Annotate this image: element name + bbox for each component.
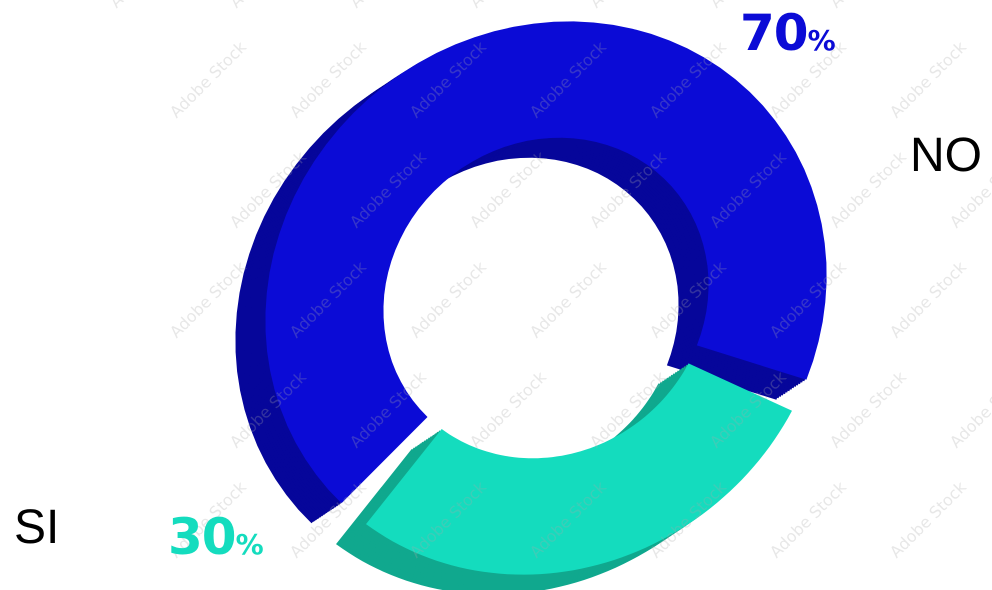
value-label-si-number: 30 bbox=[168, 508, 237, 566]
category-label-si: SI bbox=[14, 501, 60, 554]
value-label-si: 30% bbox=[168, 508, 264, 566]
slice-si bbox=[366, 363, 792, 575]
donut-face bbox=[265, 21, 827, 575]
value-label-no-number: 70 bbox=[740, 4, 809, 62]
value-label-no: 70% bbox=[740, 4, 836, 62]
value-label-si-sign: % bbox=[235, 528, 264, 561]
value-label-no-sign: % bbox=[807, 24, 836, 57]
slice-no bbox=[265, 21, 827, 504]
category-label-no: NO bbox=[910, 129, 982, 182]
